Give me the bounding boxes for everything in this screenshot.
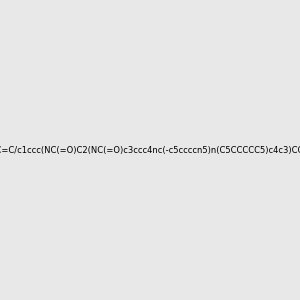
Text: OC(=O)/C=C/c1ccc(NC(=O)C2(NC(=O)c3ccc4nc(-c5ccccn5)n(C5CCCCC5)c4c3)CCCC2)cc1: OC(=O)/C=C/c1ccc(NC(=O)C2(NC(=O)c3ccc4nc… [0, 146, 300, 154]
